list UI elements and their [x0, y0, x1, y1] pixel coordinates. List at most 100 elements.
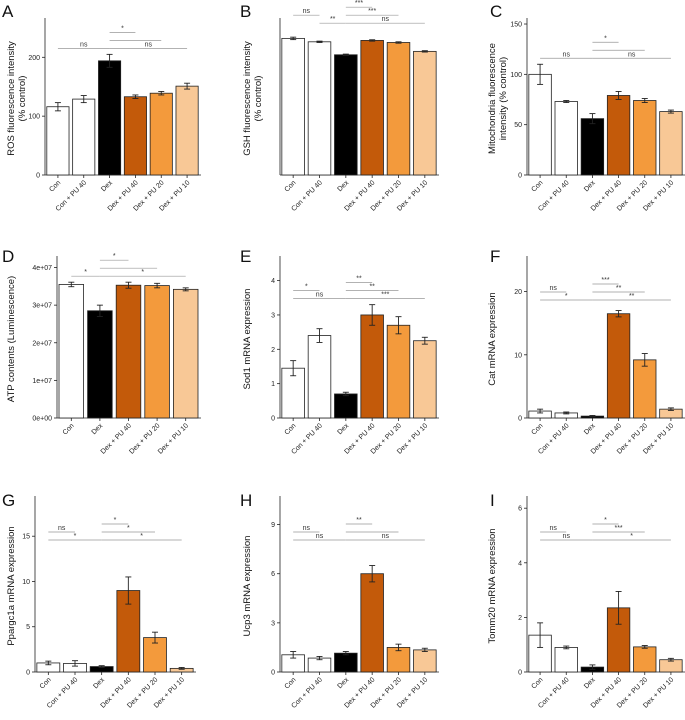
y-tick-label: 0 — [26, 670, 30, 677]
significance-label: ns — [316, 533, 324, 540]
y-tick-label: 1e+07 — [32, 378, 52, 385]
y-tick-label: 0 — [36, 173, 40, 180]
significance-label: ns — [382, 533, 390, 540]
significance-label: ** — [356, 276, 362, 283]
bar — [413, 50, 437, 176]
y-tick-label: 4 — [271, 278, 275, 285]
bar — [554, 101, 578, 176]
significance-label: *** — [601, 277, 609, 284]
y-tick-label: 3 — [271, 312, 275, 319]
bar — [123, 96, 147, 176]
bar — [413, 340, 437, 419]
bar — [528, 73, 552, 176]
significance-label: ns — [549, 525, 557, 532]
significance-label: * — [84, 269, 87, 276]
bar — [386, 42, 411, 176]
y-axis-label: (% control) — [253, 76, 264, 122]
y-axis-label: (% control) — [17, 76, 28, 122]
bar — [360, 40, 384, 176]
significance-label: ns — [549, 285, 557, 292]
significance-label: * — [630, 533, 633, 540]
x-tick-label: Dex — [336, 676, 350, 690]
bar — [58, 284, 84, 419]
panel-letter: E — [240, 247, 251, 266]
x-tick-label: Dex — [336, 422, 350, 436]
bar — [334, 54, 358, 176]
significance-label: * — [74, 533, 77, 540]
bar — [633, 359, 657, 419]
y-tick-label: 6 — [271, 571, 275, 578]
bar — [659, 111, 683, 176]
y-tick-label: 200 — [28, 55, 40, 62]
significance-label: *** — [355, 0, 363, 7]
x-tick-label: Dex — [92, 676, 106, 690]
significance-label: * — [121, 25, 124, 32]
significance-label: * — [140, 533, 143, 540]
y-tick-label: 0 — [271, 670, 275, 677]
panel-c: C 0 50 100 150 Mitochondria fluorescence inten… — [487, 2, 685, 213]
bar — [144, 285, 170, 419]
y-tick-label: 100 — [510, 72, 522, 79]
x-tick-label: Dex + PU 10 — [157, 422, 190, 455]
y-tick-label: 3 — [271, 620, 275, 627]
y-tick-label: 5 — [26, 624, 30, 631]
x-tick-label: Con — [39, 676, 53, 690]
significance-label: ns — [80, 41, 88, 48]
y-tick-label: 2 — [271, 347, 275, 354]
y-tick-label: 4e+07 — [32, 265, 52, 272]
panel-letter: C — [490, 2, 502, 21]
significance-label: * — [127, 525, 130, 532]
x-tick-label: Con — [284, 179, 298, 193]
y-axis-label: GSH fluorescence intensity — [242, 41, 253, 156]
bar — [360, 573, 384, 673]
y-tick-label: 20 — [514, 289, 522, 296]
bar — [580, 118, 605, 176]
bar — [115, 284, 142, 419]
y-axis-label: Sod1 mRNA expression — [242, 289, 253, 390]
bar — [386, 324, 411, 419]
significance-label: * — [604, 517, 607, 524]
y-axis-label: Tomm20 mRNA expression — [487, 528, 498, 643]
significance-label: * — [113, 253, 116, 260]
bar — [87, 310, 113, 419]
x-tick-label: Con — [530, 179, 544, 193]
y-axis-label: Ucp3 mRNA expression — [242, 536, 253, 637]
bar — [72, 98, 96, 176]
significance-label: ns — [382, 16, 390, 23]
x-tick-label: Con — [284, 676, 298, 690]
bar — [633, 646, 657, 673]
y-tick-label: 10 — [22, 579, 30, 586]
bar — [334, 393, 358, 419]
x-tick-label: Dex — [100, 179, 114, 193]
significance-label: *** — [381, 292, 389, 299]
bar — [606, 95, 631, 176]
y-tick-label: 0 — [518, 670, 522, 677]
significance-label: * — [141, 269, 144, 276]
significance-label: ns — [303, 525, 311, 532]
bar — [149, 92, 173, 176]
bar — [307, 657, 332, 673]
significance-label: * — [305, 284, 308, 291]
x-tick-label: Con — [530, 422, 544, 436]
significance-label: ** — [629, 293, 635, 300]
x-tick-label: Con — [48, 179, 62, 193]
panel-d: D 0e+00 1e+07 2e+07 3e+07 4e+07 ATP contents (… — [2, 247, 201, 456]
panel-letter: B — [240, 2, 251, 21]
y-axis-label: Ppargc1a mRNA expression — [6, 526, 17, 645]
panel-letter: D — [2, 247, 14, 266]
y-tick-label: 50 — [514, 122, 522, 129]
y-axis-label: Mitochondria fluorescence — [487, 43, 498, 154]
y-tick-label: 4 — [518, 560, 522, 567]
y-tick-label: 0e+00 — [32, 416, 52, 423]
panel-a: A 0 100 200 ROS fluorescence intensity (% con… — [2, 2, 201, 213]
significance-label: ns — [628, 51, 636, 58]
significance-label: ns — [145, 41, 153, 48]
y-tick-label: 150 — [510, 22, 522, 29]
bar — [281, 37, 305, 176]
significance-label: *** — [368, 8, 376, 15]
y-tick-label: 6 — [518, 506, 522, 513]
